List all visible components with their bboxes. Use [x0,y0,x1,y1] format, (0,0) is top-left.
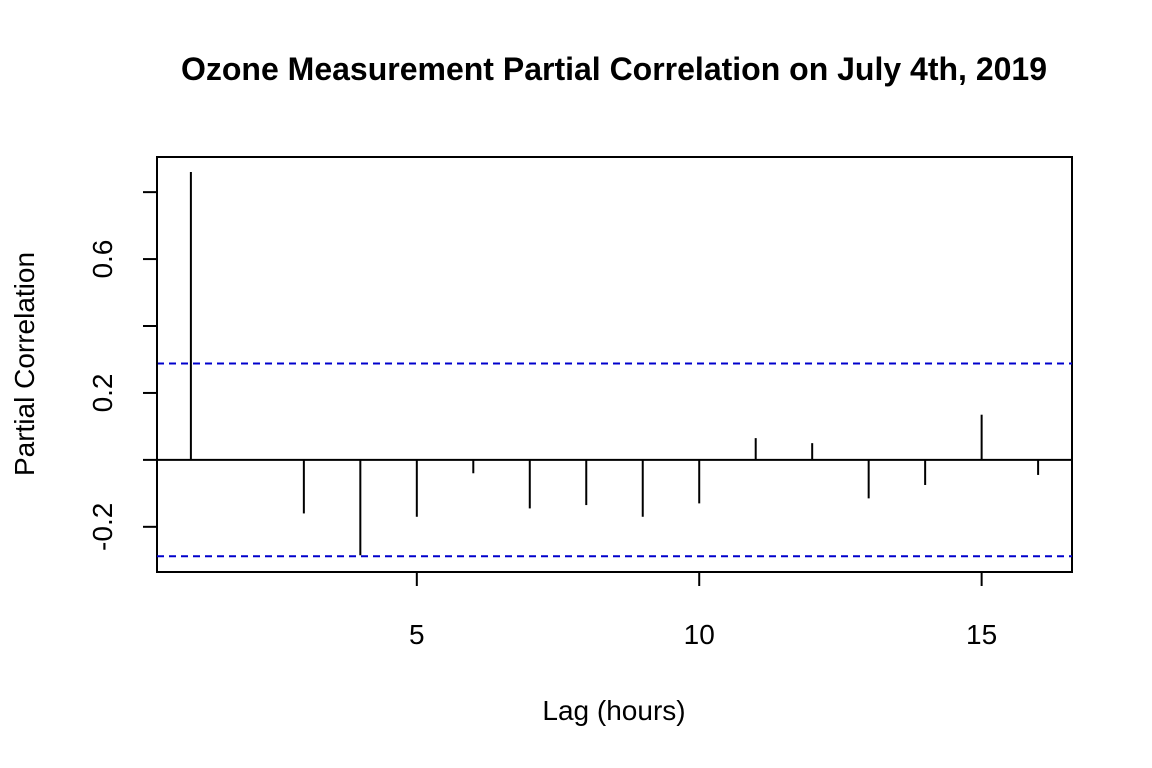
plot-frame [156,156,1073,573]
x-tick-label-10: 10 [684,619,715,650]
y-axis-label: Partial Correlation [9,252,40,476]
plot-marks [157,172,1072,558]
x-tick-label-5: 5 [409,619,425,650]
chart-title: Ozone Measurement Partial Correlation on… [181,51,1047,87]
x-axis: 5 10 15 [409,572,997,650]
y-tick-label-4: 0.6 [87,240,118,279]
y-tick-label-2: 0.2 [87,373,118,412]
x-tick-label-15: 15 [966,619,997,650]
y-tick-label-0: -0.2 [87,503,118,551]
x-axis-label: Lag (hours) [542,695,685,726]
y-axis: -0.2 0.2 0.6 [87,191,158,551]
